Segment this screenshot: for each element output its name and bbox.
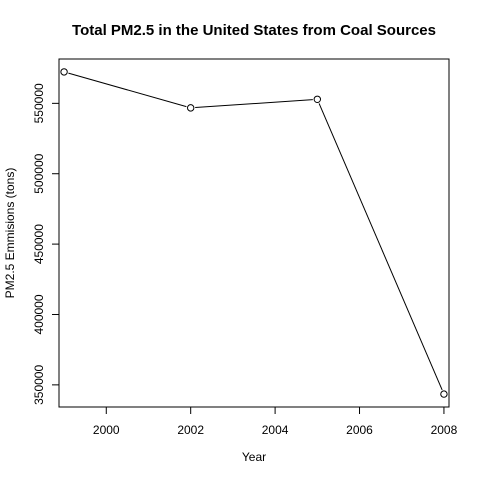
series-line-segment	[68, 72, 187, 108]
x-axis-label: Year	[242, 450, 266, 464]
y-tick-label: 400000	[32, 294, 46, 334]
y-axis: 350000 400000 450000 500000 550000	[32, 83, 60, 405]
data-point	[60, 68, 68, 76]
x-tick-label: 2002	[177, 423, 204, 437]
x-axis: 2000 2002 2004 2006 2008	[93, 406, 458, 437]
data-point	[186, 104, 195, 112]
y-axis-label: PM2.5 Emmisions (tons)	[3, 168, 17, 299]
y-tick-label: 500000	[32, 153, 46, 193]
series-line-segment	[195, 99, 313, 109]
plot-frame	[58, 58, 450, 408]
y-tick-label: 450000	[32, 224, 46, 264]
y-tick-label: 550000	[32, 83, 46, 123]
series-layer	[60, 68, 448, 398]
x-tick-label: 2008	[431, 423, 458, 437]
x-tick-label: 2004	[262, 423, 289, 437]
series-line-segment	[318, 103, 443, 391]
x-tick-label: 2006	[346, 423, 373, 437]
data-point	[440, 390, 448, 398]
x-tick-label: 2000	[93, 423, 120, 437]
y-tick-label: 350000	[32, 365, 46, 405]
chart-title: Total PM2.5 in the United States from Co…	[72, 22, 436, 39]
data-point	[313, 95, 322, 103]
